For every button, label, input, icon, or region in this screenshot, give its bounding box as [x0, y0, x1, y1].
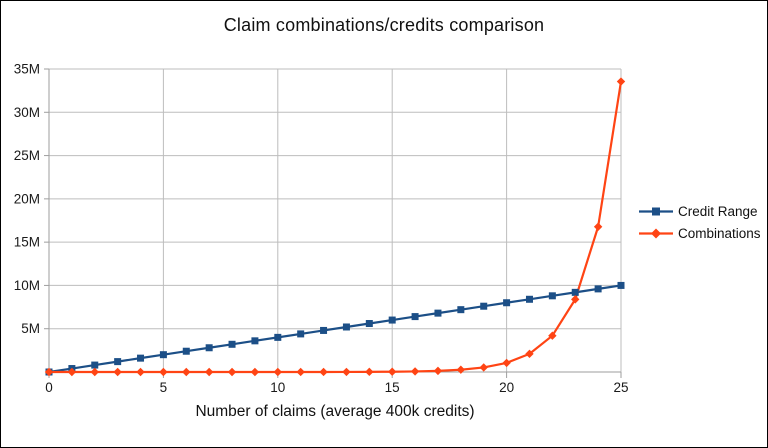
svg-text:10M: 10M [14, 278, 40, 293]
legend: Credit Range Combinations [639, 200, 767, 244]
x-axis-title: Number of claims (average 400k credits) [195, 403, 475, 420]
svg-text:15: 15 [385, 380, 400, 395]
svg-text:0: 0 [45, 380, 53, 395]
svg-text:5: 5 [160, 380, 168, 395]
svg-text:15M: 15M [14, 235, 40, 250]
svg-text:10: 10 [270, 380, 285, 395]
chart-title: Claim combinations/credits comparison [223, 15, 545, 35]
svg-text:5M: 5M [21, 321, 40, 336]
svg-text:20M: 20M [14, 191, 40, 206]
legend-item-combinations: Combinations [639, 222, 767, 244]
svg-text:20: 20 [499, 380, 514, 395]
svg-text:30M: 30M [14, 105, 40, 120]
legend-label-combinations: Combinations [678, 225, 761, 241]
credit-range-marker-icon [639, 207, 673, 215]
svg-text:25: 25 [613, 380, 628, 395]
svg-text:35M: 35M [14, 62, 40, 77]
svg-text:25M: 25M [14, 148, 40, 163]
legend-label-credit-range: Credit Range [678, 203, 758, 219]
combinations-marker-icon [639, 228, 673, 238]
legend-item-credit-range: Credit Range [639, 200, 767, 222]
